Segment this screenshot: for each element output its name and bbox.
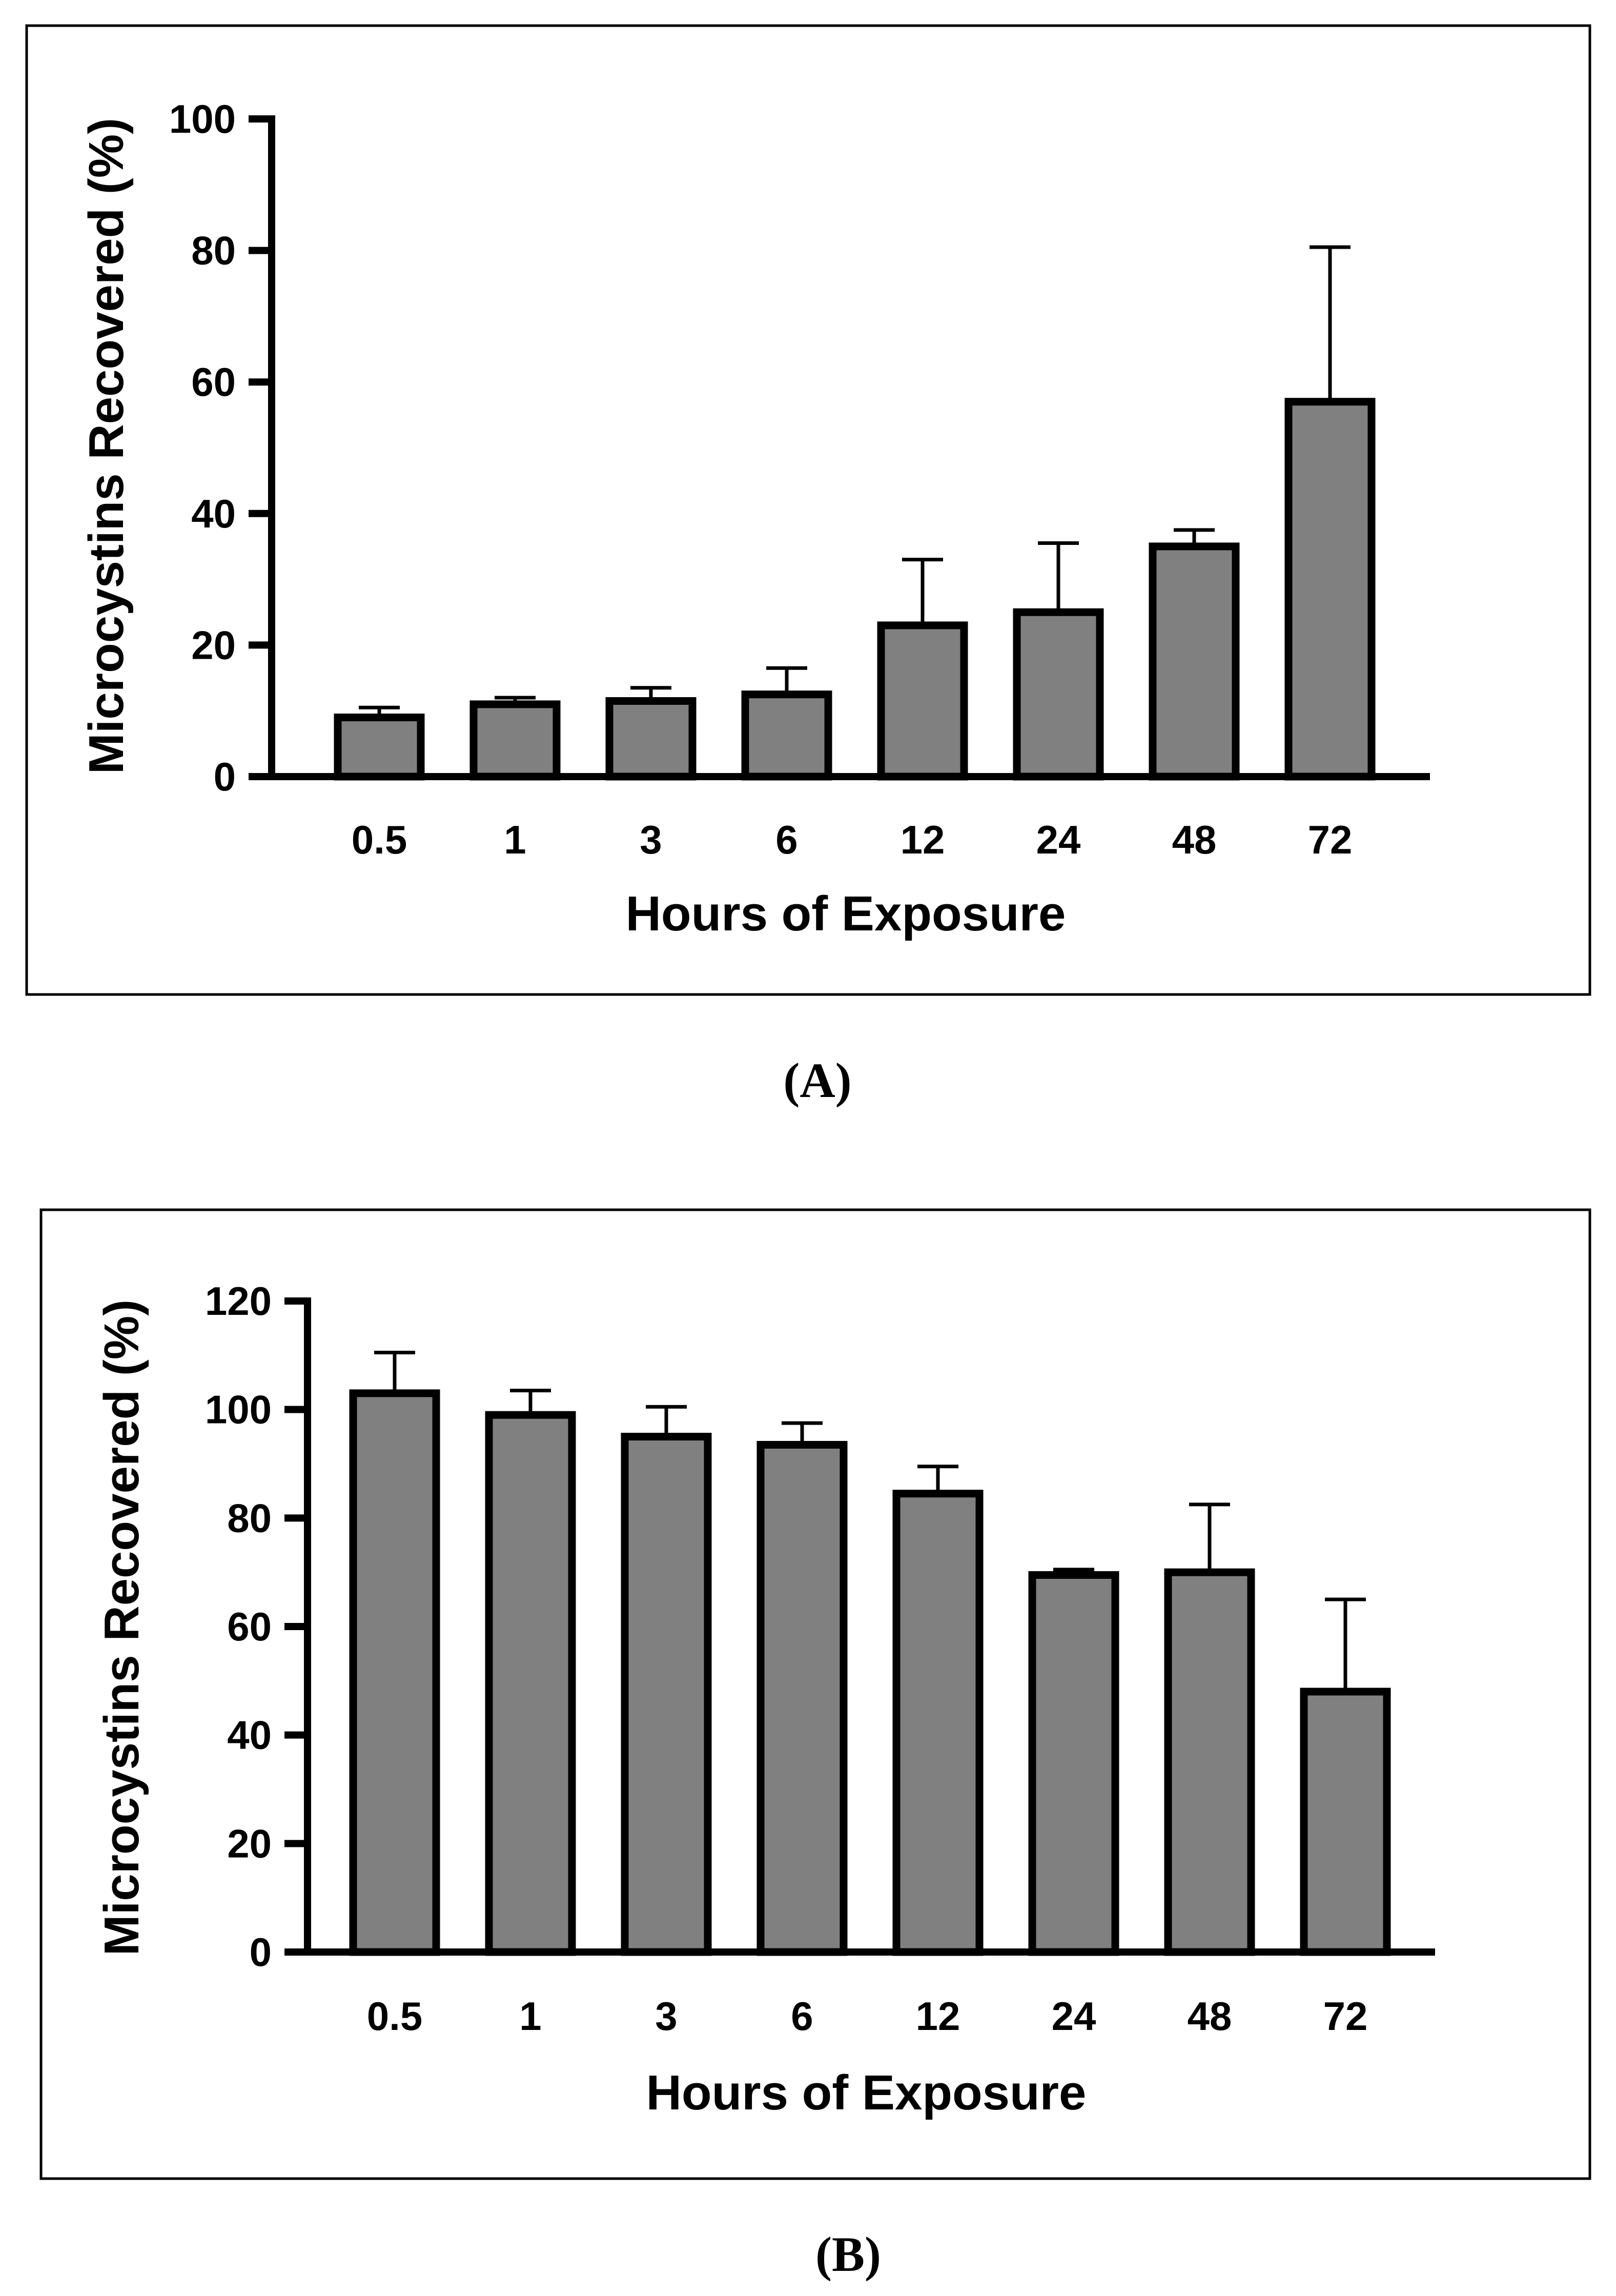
panel-b-y-tick-label: 60 (227, 1604, 272, 1649)
panel-b-x-tick-label: 1 (519, 1994, 541, 2039)
panel-b-y-tick-label: 20 (227, 1821, 272, 1866)
panel-a-caption: (A) (783, 1053, 851, 1108)
panel-a-x-tick-label: 3 (640, 817, 662, 862)
chart-panel-b: 0 20 40 60 80 100 120 0.5 1 3 6 12 24 48 72 Microcysti… (39, 1208, 1591, 2180)
panel-a-bar-24 (1013, 608, 1104, 781)
panel-b-bar-72 (1300, 1688, 1391, 1956)
panel-b-x-tick-label: 24 (1052, 1994, 1096, 2039)
panel-b-x-tick-label: 72 (1323, 1994, 1368, 2039)
panel-a-bar-6 (741, 690, 832, 781)
panel-b-x-tick-label: 48 (1188, 1994, 1232, 2039)
panel-b-y-tick-label: 120 (205, 1278, 272, 1324)
panel-b-x-tick-label: 0.5 (367, 1994, 422, 2039)
panel-a-frame (25, 24, 1591, 996)
panel-a-x-tick-label: 1 (504, 817, 526, 862)
panel-b-frame (39, 1208, 1591, 2180)
panel-a-bar-0.5 (334, 714, 425, 781)
panel-a-y-tick-label: 40 (191, 491, 236, 536)
panel-a-bar-12 (877, 621, 968, 781)
panel-b-y-tick-label: 80 (227, 1495, 272, 1540)
panel-a-bar-72 (1284, 398, 1376, 781)
panel-a-bar-48 (1149, 542, 1240, 781)
panel-b-x-tick-label: 12 (916, 1994, 960, 2039)
panel-b-bar-48 (1164, 1568, 1255, 1956)
panel-a-x-tick-label: 72 (1308, 817, 1353, 862)
panel-b-y-tick-label: 0 (250, 1929, 272, 1975)
panel-a-y-tick-label: 60 (191, 359, 236, 404)
panel-b-y-axis-label: Microcystins Recovered (%) (94, 1299, 149, 1956)
panel-a-x-tick-label: 0.5 (352, 817, 407, 862)
panel-b-bar-6 (756, 1440, 848, 1956)
panel-a-x-tick-label: 12 (901, 817, 945, 862)
panel-a-x-tick-label: 6 (775, 817, 797, 862)
panel-a-y-tick-label: 100 (169, 96, 236, 141)
panel-a-x-tick-label: 48 (1172, 817, 1217, 862)
panel-a-y-axis-label: Microcystins Recovered (%) (79, 118, 134, 774)
panel-b-bar-24 (1028, 1571, 1119, 1956)
chart-panel-a: 0 20 40 60 80 100 0.5 1 3 6 12 24 48 72 Microcystins … (25, 24, 1591, 996)
panel-b-bar-12 (892, 1490, 984, 1956)
panel-a-bar-1 (469, 700, 561, 781)
panel-a-y-tick-label: 80 (191, 228, 236, 273)
panel-a-bar-3 (605, 697, 697, 781)
panel-b-bar-0.5 (349, 1389, 440, 1956)
panel-b-bar-1 (485, 1411, 576, 1956)
panel-a-y-tick-label: 0 (214, 754, 236, 799)
panel-a-x-tick-label: 24 (1036, 817, 1081, 862)
panel-b-bar-3 (621, 1433, 712, 1956)
panel-b-x-tick-label: 3 (655, 1994, 677, 2039)
panel-b-x-axis-label: Hours of Exposure (646, 2065, 1087, 2120)
panel-b-y-tick-label: 40 (227, 1713, 272, 1758)
panel-a-x-axis-label: Hours of Exposure (626, 886, 1066, 941)
panel-b-y-tick-label: 100 (205, 1387, 272, 1432)
panel-b-x-tick-label: 6 (791, 1994, 813, 2039)
panel-b-caption: (B) (815, 2227, 881, 2282)
panel-a-y-tick-label: 20 (191, 622, 236, 667)
